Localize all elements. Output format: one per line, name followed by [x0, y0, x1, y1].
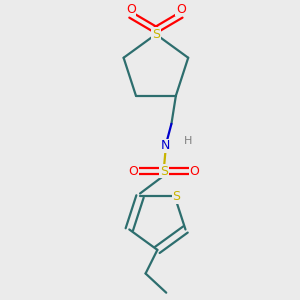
Text: S: S: [152, 28, 160, 41]
Text: H: H: [184, 136, 192, 146]
Text: O: O: [190, 164, 200, 178]
Text: O: O: [126, 3, 136, 16]
Text: O: O: [129, 164, 139, 178]
Text: S: S: [172, 190, 180, 203]
Text: O: O: [176, 3, 186, 16]
Text: N: N: [161, 140, 170, 152]
Text: S: S: [160, 164, 168, 178]
